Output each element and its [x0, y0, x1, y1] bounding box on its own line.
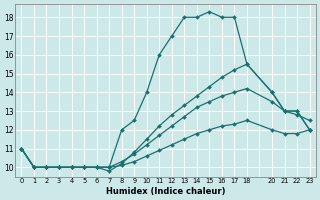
X-axis label: Humidex (Indice chaleur): Humidex (Indice chaleur)	[106, 187, 225, 196]
